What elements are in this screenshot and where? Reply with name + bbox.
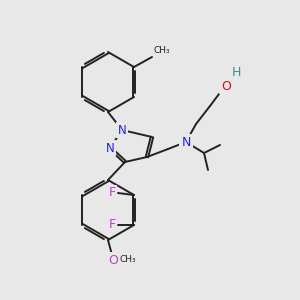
Text: N: N	[106, 142, 114, 154]
Text: O: O	[221, 80, 231, 92]
Text: CH₃: CH₃	[120, 256, 136, 265]
Text: N: N	[118, 124, 126, 136]
Text: H: H	[231, 67, 241, 80]
Text: F: F	[108, 187, 116, 200]
Text: F: F	[108, 218, 116, 232]
Text: CH₃: CH₃	[154, 46, 171, 55]
Text: N: N	[181, 136, 191, 148]
Text: O: O	[108, 254, 118, 266]
